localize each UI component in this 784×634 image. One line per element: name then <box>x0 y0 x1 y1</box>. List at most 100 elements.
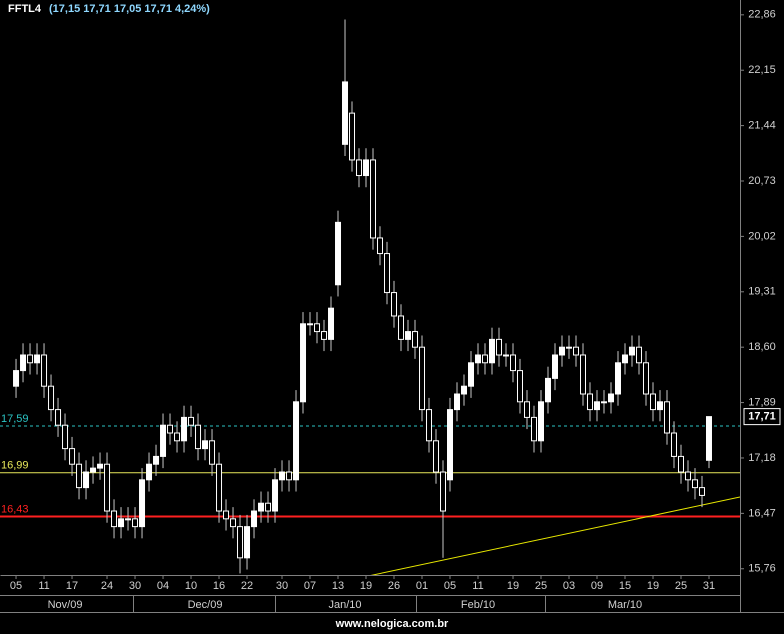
x-tick-label: 26 <box>388 580 400 592</box>
candle-body <box>13 370 20 387</box>
x-tick-label: 19 <box>507 580 519 592</box>
x-tick-label: 31 <box>703 580 715 592</box>
candle-body <box>314 323 321 333</box>
candle-body <box>195 424 202 450</box>
x-tick-label: 01 <box>416 580 428 592</box>
reference-label: 16,43 <box>1 503 29 515</box>
candle-body <box>97 463 104 469</box>
reference-label: 17,59 <box>1 413 29 425</box>
candle-body <box>111 510 118 528</box>
x-tick-label: 25 <box>675 580 687 592</box>
candle-body <box>83 471 90 489</box>
y-tick-label: 17,89 <box>748 396 776 408</box>
candle-body <box>433 440 440 473</box>
candle-body <box>209 440 216 465</box>
candle-body <box>104 463 111 512</box>
candle-body <box>656 401 663 411</box>
candle-body <box>586 393 593 411</box>
x-tick-label: 09 <box>591 580 603 592</box>
x-tick-label: 05 <box>444 580 456 592</box>
candle-body <box>412 331 419 348</box>
x-tick-label: 22 <box>241 580 253 592</box>
y-tick-label: 21,44 <box>748 120 776 132</box>
candle-body <box>265 502 272 512</box>
x-tick-label: 17 <box>66 580 78 592</box>
candle-body <box>202 440 209 450</box>
candle-body <box>286 471 293 481</box>
candle-body <box>461 385 468 395</box>
month-label: Nov/09 <box>48 599 83 611</box>
candle-body <box>384 253 391 294</box>
candle-body <box>272 479 279 512</box>
candle-body <box>370 159 377 239</box>
candle-body <box>454 393 461 411</box>
candle-body <box>230 518 237 528</box>
candle-body <box>524 401 531 418</box>
candle-body <box>363 159 370 177</box>
candle-body <box>293 401 300 481</box>
month-label: Feb/10 <box>461 599 495 611</box>
candle-body <box>593 401 600 411</box>
candle-body <box>440 471 447 512</box>
candle-body <box>642 362 649 395</box>
x-tick-label: 04 <box>157 580 169 592</box>
candle-body <box>419 346 426 411</box>
last-price-label: 17,71 <box>748 411 776 423</box>
y-tick-label: 19,31 <box>748 286 776 298</box>
candle-body <box>391 292 398 317</box>
candle-body <box>307 323 314 326</box>
reference-label: 16,99 <box>1 460 29 472</box>
candle-body <box>614 362 621 395</box>
candle-body <box>188 416 195 426</box>
candle-body <box>153 455 160 465</box>
month-label: Jan/10 <box>328 599 361 611</box>
candle-body <box>139 479 146 528</box>
candle-body <box>426 409 433 442</box>
x-tick-label: 16 <box>213 580 225 592</box>
y-tick-label: 20,02 <box>748 230 776 242</box>
candle-body <box>649 393 656 411</box>
candle-body <box>356 159 363 177</box>
candle-body <box>377 237 384 255</box>
candle-body <box>41 354 48 387</box>
y-tick-label: 22,86 <box>748 9 776 21</box>
x-tick-label: 25 <box>535 580 547 592</box>
candle-body <box>69 448 76 465</box>
candle-body <box>705 416 712 461</box>
footer: www.nelogica.com.br <box>335 618 449 630</box>
candle-body <box>258 502 265 512</box>
y-tick-label: 22,15 <box>748 64 776 76</box>
candle-body <box>510 354 517 372</box>
x-tick-label: 05 <box>10 580 22 592</box>
trend-line <box>370 496 740 575</box>
x-tick-label: 15 <box>619 580 631 592</box>
candle-body <box>125 518 132 521</box>
candle-body <box>600 401 607 404</box>
candle-body <box>489 338 496 364</box>
candle-body <box>167 424 174 434</box>
candle-body <box>48 385 55 411</box>
candle-body <box>607 393 614 403</box>
candle-body <box>621 354 628 364</box>
candle-body <box>27 354 34 364</box>
candle-body <box>558 346 565 356</box>
candle-body <box>181 416 188 442</box>
last-price-box <box>743 408 781 426</box>
y-tick-label: 18,60 <box>748 341 776 353</box>
candle-body <box>300 323 307 403</box>
candle-body <box>279 471 286 481</box>
x-tick-label: 10 <box>185 580 197 592</box>
candle-body <box>531 416 538 442</box>
y-tick-label: 16,47 <box>748 507 776 519</box>
candle-body <box>496 338 503 356</box>
candle-body <box>475 354 482 364</box>
candle-body <box>552 354 558 379</box>
candle-body <box>62 424 69 450</box>
candle-body <box>160 424 167 457</box>
x-tick-label: 30 <box>129 580 141 592</box>
y-tick-label: 17,18 <box>748 452 776 464</box>
candle-body <box>670 432 677 457</box>
x-tick-label: 03 <box>563 580 575 592</box>
